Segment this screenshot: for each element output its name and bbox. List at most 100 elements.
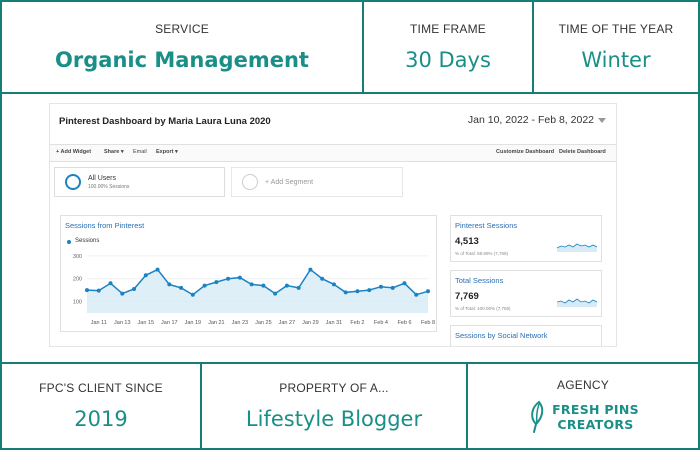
data-point[interactable] [132, 287, 137, 291]
x-tick-label: Jan 15 [138, 320, 155, 326]
add-segment-button[interactable]: + Add Segment [231, 167, 403, 197]
x-tick-label: Jan 27 [279, 320, 296, 326]
dashboard-title: Pinterest Dashboard by Maria Laura Luna … [59, 116, 271, 127]
data-point[interactable] [378, 284, 383, 289]
data-point[interactable] [167, 282, 172, 287]
x-tick-label: Feb 2 [350, 320, 364, 326]
data-point[interactable] [426, 289, 430, 294]
data-point[interactable] [96, 288, 101, 293]
data-point[interactable] [414, 292, 419, 297]
x-tick-label: Jan 19 [185, 320, 202, 326]
sparkline-total-icon [557, 298, 597, 307]
pinterest-sessions-widget: Pinterest Sessions 4,513 % of Total: 58.… [450, 215, 602, 262]
agency-label: AGENCY [557, 378, 609, 392]
data-point[interactable] [226, 276, 231, 281]
client-since-value: 2019 [74, 407, 128, 431]
property-of-value: Lifestyle Blogger [245, 407, 423, 431]
footer-divider [0, 362, 700, 364]
total-sessions-sub: % of Total: 100.00% (7,769) [455, 306, 511, 311]
data-point[interactable] [261, 283, 266, 288]
x-tick-label: Jan 29 [302, 320, 319, 326]
date-range-text: Jan 10, 2022 - Feb 8, 2022 [467, 114, 594, 126]
time-of-year-label: TIME OF THE YEAR [558, 22, 674, 36]
data-point[interactable] [343, 290, 348, 295]
logo-line-2: CREATORS [557, 417, 634, 432]
sparkline-pinterest-icon [557, 243, 597, 252]
customize-dashboard-button[interactable]: Customize Dashboard [496, 149, 555, 155]
legend-dot-icon [67, 240, 71, 244]
time-of-year-cell: TIME OF THE YEAR Winter [534, 2, 698, 92]
dashboard-screenshot: Pinterest Dashboard by Maria Laura Luna … [49, 103, 617, 347]
x-tick-label: Jan 11 [91, 320, 107, 326]
data-point[interactable] [320, 276, 325, 281]
footer-divider-2 [466, 362, 468, 450]
data-point[interactable] [190, 292, 195, 297]
x-tick-label: Feb 8 [421, 320, 435, 326]
x-tick-label: Feb 6 [397, 320, 411, 326]
add-segment-label: + Add Segment [265, 179, 314, 186]
data-point[interactable] [179, 285, 184, 290]
data-point[interactable] [108, 281, 113, 286]
footer-divider-1 [200, 362, 202, 450]
service-value: Organic Management [55, 48, 309, 72]
x-tick-label: Jan 31 [326, 320, 343, 326]
total-sessions-widget: Total Sessions 7,769 % of Total: 100.00%… [450, 270, 602, 317]
data-point[interactable] [249, 282, 254, 287]
data-point[interactable] [390, 285, 395, 290]
service-label: SERVICE [155, 22, 209, 36]
y-tick-label: 300 [73, 254, 82, 260]
chart-legend-sessions: Sessions [75, 238, 100, 244]
data-point[interactable] [355, 289, 360, 294]
data-point[interactable] [273, 291, 278, 296]
client-since-label: FPC'S CLIENT SINCE [39, 381, 163, 395]
segment-all-users[interactable]: All Users 100.00% Sessions [54, 167, 225, 197]
time-frame-label: TIME FRAME [410, 22, 486, 36]
data-point[interactable] [331, 282, 336, 287]
leaf-pin-icon [531, 400, 544, 433]
data-point[interactable] [237, 275, 242, 280]
property-of-cell: PROPERTY OF A... Lifestyle Blogger [202, 364, 466, 448]
data-point[interactable] [284, 283, 289, 288]
header-divider-1 [362, 0, 364, 93]
data-point[interactable] [296, 285, 301, 290]
data-point[interactable] [367, 288, 372, 293]
caret-down-icon [598, 117, 606, 123]
dashboard-toolbar: + Add Widget Share ▾ Email Export ▾ Cust… [50, 144, 616, 162]
time-frame-cell: TIME FRAME 30 Days [364, 2, 532, 92]
x-tick-label: Jan 21 [208, 320, 225, 326]
social-network-title: Sessions by Social Network [455, 331, 548, 340]
social-network-widget: Sessions by Social Network [450, 325, 602, 346]
property-of-label: PROPERTY OF A... [279, 381, 389, 395]
data-point[interactable] [155, 267, 160, 272]
time-of-year-value: Winter [581, 48, 651, 72]
pinterest-sessions-value: 4,513 [455, 236, 479, 247]
data-point[interactable] [308, 267, 313, 272]
email-button[interactable]: Email [133, 149, 147, 155]
total-sessions-value: 7,769 [455, 291, 479, 302]
pinterest-sessions-title: Pinterest Sessions [455, 221, 518, 230]
data-point[interactable] [143, 273, 148, 278]
date-range-picker[interactable]: Jan 10, 2022 - Feb 8, 2022 [468, 114, 606, 126]
segment-sub: 100.00% Sessions [88, 184, 130, 190]
data-point[interactable] [202, 283, 207, 288]
total-sessions-title: Total Sessions [455, 276, 504, 285]
export-button[interactable]: Export ▾ [156, 149, 178, 155]
data-point[interactable] [402, 281, 407, 286]
sessions-line-chart: 100 200 300 Jan 11 Jan 13 Jan 15 Jan 17 Jan 19 J… [73, 254, 435, 326]
segment-circle-icon [65, 174, 81, 190]
data-point[interactable] [120, 291, 125, 296]
y-tick-label: 100 [73, 300, 82, 306]
segment-name: All Users [88, 175, 117, 182]
data-point[interactable] [85, 288, 89, 293]
header-divider [0, 92, 700, 94]
agency-logo: FRESH PINS CREATORS [527, 400, 639, 434]
x-tick-label: Jan 25 [255, 320, 272, 326]
sessions-area [87, 269, 428, 313]
sessions-series-line [86, 268, 429, 296]
add-widget-button[interactable]: + Add Widget [56, 149, 92, 155]
time-frame-value: 30 Days [405, 48, 491, 72]
delete-dashboard-button[interactable]: Delete Dashboard [559, 149, 606, 155]
data-point[interactable] [214, 280, 219, 285]
share-button[interactable]: Share ▾ [104, 149, 124, 155]
x-tick-label: Jan 13 [114, 320, 131, 326]
